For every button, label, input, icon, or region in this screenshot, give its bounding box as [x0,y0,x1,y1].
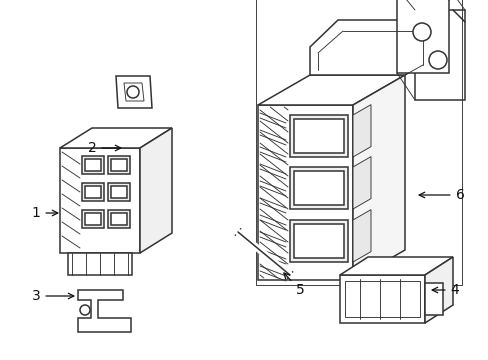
Polygon shape [352,75,404,280]
Text: 1: 1 [32,206,58,220]
Polygon shape [352,105,370,157]
Polygon shape [414,10,464,100]
Polygon shape [309,20,432,75]
Polygon shape [124,83,143,101]
Polygon shape [289,115,347,157]
Polygon shape [78,290,131,332]
Polygon shape [108,156,130,174]
Polygon shape [82,210,104,228]
Polygon shape [108,183,130,201]
Polygon shape [289,167,347,209]
Polygon shape [60,128,172,148]
Polygon shape [396,0,448,73]
Text: 4: 4 [431,283,458,297]
Text: 5: 5 [284,273,304,297]
Polygon shape [345,281,419,317]
Polygon shape [339,257,452,275]
Circle shape [127,86,139,98]
Polygon shape [352,157,370,209]
Circle shape [412,23,430,41]
Polygon shape [140,128,172,253]
Polygon shape [339,275,424,323]
Circle shape [428,51,446,69]
Text: 6: 6 [418,188,464,202]
Polygon shape [293,171,343,205]
Text: 2: 2 [87,141,121,155]
Circle shape [80,305,90,315]
Polygon shape [111,186,127,198]
Polygon shape [85,213,101,225]
Polygon shape [111,159,127,171]
Polygon shape [111,213,127,225]
Polygon shape [258,105,352,280]
Polygon shape [85,186,101,198]
Polygon shape [293,224,343,258]
Polygon shape [68,253,132,275]
Polygon shape [116,76,152,108]
Polygon shape [258,75,404,105]
Polygon shape [424,283,442,315]
Polygon shape [289,220,347,262]
Polygon shape [82,183,104,201]
Polygon shape [293,119,343,153]
Polygon shape [60,148,140,253]
Polygon shape [424,257,452,323]
Polygon shape [352,210,370,262]
Polygon shape [82,156,104,174]
Polygon shape [108,210,130,228]
Text: 3: 3 [32,289,74,303]
Polygon shape [85,159,101,171]
